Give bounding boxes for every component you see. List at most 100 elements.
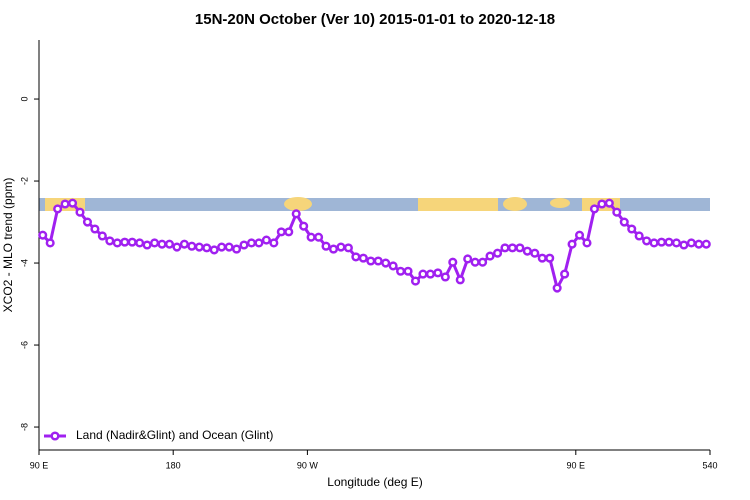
point [545,253,555,263]
point [150,238,160,248]
point [336,242,346,252]
point [209,245,219,255]
point [694,239,704,249]
point [112,238,122,248]
point [82,217,93,227]
point [68,198,78,208]
x-tick-label: 540 [702,460,717,470]
point [53,204,63,214]
point [157,239,167,249]
point [269,238,279,248]
point [530,248,540,258]
chart-title: 15N-20N October (Ver 10) 2015-01-01 to 2… [195,11,555,28]
point [358,253,368,263]
point [217,242,227,252]
point [284,227,294,237]
point [202,243,212,253]
point [597,199,607,209]
point [187,241,197,251]
point [574,230,585,240]
point [701,239,711,249]
point [366,256,376,266]
point [232,244,242,254]
point [507,243,517,253]
y-tick-label: -8 [19,423,29,431]
point [679,240,689,250]
point [612,207,622,217]
point [396,266,406,276]
point [410,276,421,286]
x-axis-label: Longitude (deg E) [327,475,422,489]
point [45,238,55,248]
point [38,230,48,240]
point [60,199,70,209]
point [619,217,629,227]
point [552,283,562,293]
point [351,252,361,262]
point [664,237,674,247]
point [656,237,667,247]
point [522,246,532,256]
x-tick-label: 180 [166,460,181,470]
point [500,243,510,253]
point [254,238,264,248]
point [239,240,249,250]
point [75,207,85,217]
point [373,256,383,266]
point [314,232,324,242]
point [142,240,152,250]
y-tick-label: 0 [19,97,29,102]
point [671,238,682,248]
point [470,257,480,267]
point [172,242,182,252]
point [634,231,644,241]
y-tick-label: -2 [19,177,29,185]
legend-marker [50,431,60,441]
point [276,227,286,237]
point [120,237,130,247]
point [179,239,189,249]
point [448,257,458,267]
point [627,224,637,234]
legend-label: Land (Nadir&Glint) and Ocean (Glint) [76,428,273,442]
point [686,238,696,248]
point [299,221,309,231]
point [343,243,353,253]
point [440,272,450,282]
point [604,198,614,208]
point [321,241,331,251]
point [291,209,301,219]
point [306,232,316,242]
point [246,238,257,248]
point [425,269,435,279]
x-tick-label: 90 E [567,460,586,470]
x-tick-label: 90 W [297,460,319,470]
point [582,238,592,248]
point [261,235,271,245]
point [649,238,659,248]
point [515,243,525,253]
x-tick-label: 90 E [30,460,49,470]
point [403,266,413,276]
point [90,224,100,234]
y-tick-label: -4 [19,259,29,267]
y-axis-label: XCO2 - MLO trend (ppm) [1,178,15,313]
point [560,269,570,279]
point [433,268,443,278]
point [105,236,115,246]
point [194,242,204,252]
y-tick-label: -6 [19,341,29,349]
point [127,237,137,247]
point [463,254,473,264]
point [381,258,391,268]
point [567,239,577,249]
point [135,238,145,248]
point [589,204,599,214]
point [328,244,339,254]
point [418,269,428,279]
point [388,261,398,271]
point [485,251,495,261]
point [224,242,234,252]
point [642,236,652,246]
